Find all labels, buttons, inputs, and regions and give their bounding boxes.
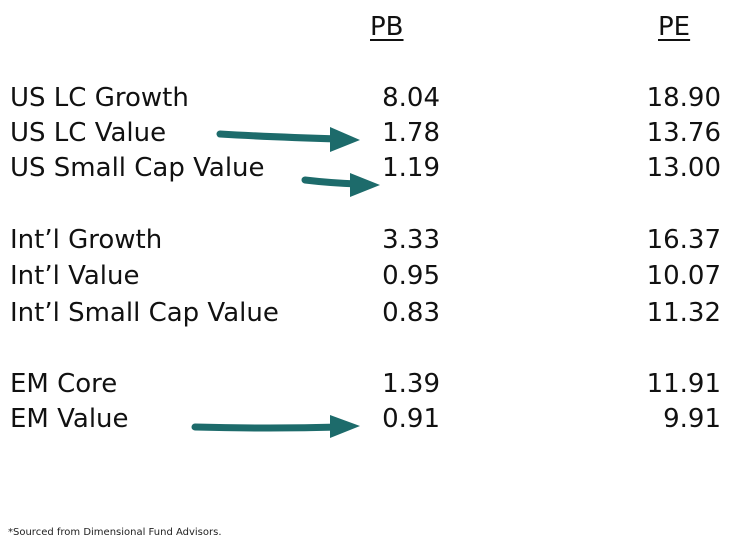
pe-value: 11.91 bbox=[646, 369, 721, 399]
row-label: US Small Cap Value bbox=[10, 153, 265, 183]
pb-value: 8.04 bbox=[382, 83, 440, 113]
pb-value: 0.83 bbox=[382, 298, 440, 328]
pb-value: 0.95 bbox=[382, 261, 440, 291]
row-label: US LC Growth bbox=[10, 83, 189, 113]
pb-value: 0.91 bbox=[382, 404, 440, 434]
footnote: *Sourced from Dimensional Fund Advisors. bbox=[8, 527, 222, 538]
pe-value: 11.32 bbox=[646, 298, 721, 328]
pe-value: 10.07 bbox=[646, 261, 721, 291]
row-label: Int’l Small Cap Value bbox=[10, 298, 279, 328]
row-label: US LC Value bbox=[10, 118, 167, 148]
table-row: Int’l Value 0.95 10.07 bbox=[0, 258, 743, 294]
pe-value: 18.90 bbox=[646, 83, 721, 113]
row-label: Int’l Value bbox=[10, 261, 140, 291]
pe-value: 13.00 bbox=[646, 153, 721, 183]
table-row: EM Core 1.39 11.91 bbox=[0, 366, 743, 402]
table-row: US Small Cap Value 1.19 13.00 bbox=[0, 150, 743, 186]
pb-value: 1.78 bbox=[382, 118, 440, 148]
column-header-pe: PE bbox=[658, 12, 691, 42]
pb-value: 1.39 bbox=[382, 369, 440, 399]
pb-value: 1.19 bbox=[382, 153, 440, 183]
row-label: Int’l Growth bbox=[10, 225, 163, 255]
pe-value: 9.91 bbox=[663, 404, 721, 434]
table-row: EM Value 0.91 9.91 bbox=[0, 401, 743, 437]
column-header-pb: PB bbox=[370, 12, 404, 42]
table-row: Int’l Small Cap Value 0.83 11.32 bbox=[0, 295, 743, 331]
table-row: US LC Growth 8.04 18.90 bbox=[0, 80, 743, 116]
pe-value: 13.76 bbox=[646, 118, 721, 148]
pe-value: 16.37 bbox=[646, 225, 721, 255]
table-row: US LC Value 1.78 13.76 bbox=[0, 115, 743, 151]
table-row: Int’l Growth 3.33 16.37 bbox=[0, 222, 743, 258]
row-label: EM Core bbox=[10, 369, 118, 399]
pb-value: 3.33 bbox=[382, 225, 440, 255]
row-label: EM Value bbox=[10, 404, 129, 434]
